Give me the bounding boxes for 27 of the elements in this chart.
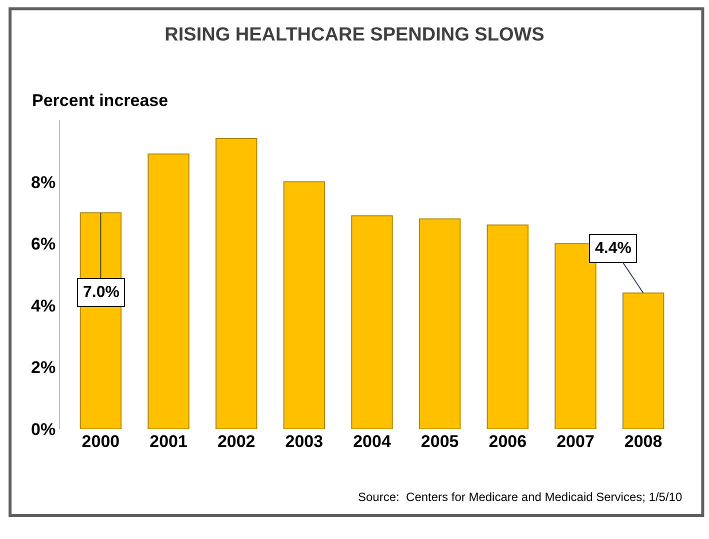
bar [148, 153, 190, 429]
x-tick-label: 2003 [285, 432, 324, 451]
y-axis-title: Percent increase [32, 91, 168, 110]
bar [216, 138, 258, 429]
chart-title: RISING HEALTHCARE SPENDING SLOWS [164, 24, 544, 46]
x-tick-label: 2004 [353, 432, 392, 451]
y-tick-label: 0% [31, 420, 56, 439]
x-tick-label: 2000 [82, 432, 120, 451]
x-tick-label: 2002 [217, 432, 256, 451]
source-note: Source: Centers for Medicare and Medicaid Services; 1/5/10 [358, 490, 682, 504]
y-tick-label: 2% [31, 358, 56, 378]
y-tick-label: 8% [31, 172, 56, 192]
x-tick-label: 2005 [420, 432, 459, 451]
annotation: 7.0% [83, 284, 120, 301]
x-tick-label: 2008 [624, 432, 662, 451]
bar [622, 292, 664, 429]
y-tick-label: 6% [31, 234, 56, 254]
bar [554, 243, 596, 429]
x-tick-label: 2006 [488, 432, 527, 451]
bar [486, 224, 528, 429]
bar [418, 218, 461, 429]
y-tick-label: 4% [31, 296, 56, 316]
x-tick-label: 2001 [150, 432, 188, 451]
annotation: 4.4% [595, 240, 632, 257]
x-tick-label: 2007 [556, 432, 594, 451]
bar [351, 215, 393, 429]
bar [283, 181, 326, 429]
